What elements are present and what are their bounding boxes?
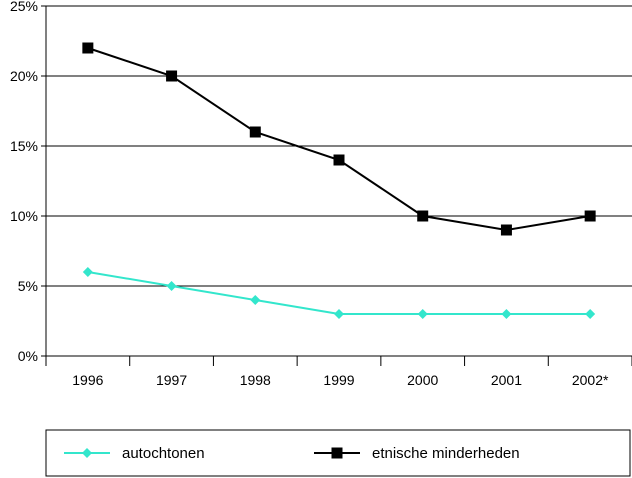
y-axis: 0% 5% 10% 15% 20% 25%	[10, 0, 47, 364]
legend-marker-etnische-minderheden	[331, 447, 343, 459]
x-tick-label-2000: 2000	[407, 372, 438, 388]
series-autochtonen	[82, 267, 596, 319]
data-point-autochtonen-1997	[166, 281, 177, 291]
data-point-etnische-minderheden-2001	[500, 224, 512, 236]
data-point-autochtonen-2000	[417, 309, 428, 319]
legend-item-autochtonen: autochtonen	[64, 445, 205, 462]
y-tick-label-5: 5%	[18, 278, 38, 294]
y-tick-label-0: 0%	[18, 348, 38, 364]
legend-marker-autochtonen	[82, 448, 92, 458]
x-tick-label-1999: 1999	[323, 372, 354, 388]
legend: autochtonen etnische minderheden	[45, 429, 631, 477]
data-point-autochtonen-1998	[250, 295, 261, 305]
x-tick-label-1998: 1998	[240, 372, 271, 388]
legend-box	[45, 429, 631, 477]
data-point-etnische-minderheden-1996	[82, 42, 94, 54]
legend-item-etnische-minderheden: etnische minderheden	[314, 445, 520, 462]
x-tick-label-1997: 1997	[156, 372, 187, 388]
data-point-autochtonen-1999	[334, 309, 344, 319]
y-tick-label-25: 25%	[10, 0, 38, 14]
legend-label-etnische-minderheden: etnische minderheden	[372, 445, 520, 462]
data-point-etnische-minderheden-1997	[166, 70, 178, 82]
x-tick-label-2002*: 2002*	[572, 372, 609, 388]
data-point-etnische-minderheden-2002*	[584, 210, 596, 222]
gridlines	[46, 5, 632, 357]
data-point-autochtonen-1996	[82, 267, 93, 277]
data-point-etnische-minderheden-2000	[417, 210, 429, 222]
series-line-etnische-minderheden	[87, 47, 591, 232]
x-tick-label-1996: 1996	[72, 372, 103, 388]
y-tick-label-15: 15%	[10, 138, 38, 154]
data-point-autochtonen-2002*	[585, 309, 596, 319]
data-point-etnische-minderheden-1999	[333, 154, 345, 166]
data-point-etnische-minderheden-1998	[249, 126, 261, 138]
x-tick-label-2001: 2001	[491, 372, 522, 388]
legend-label-autochtonen: autochtonen	[122, 445, 205, 462]
series-line-autochtonen	[87, 271, 591, 315]
series-etnische-minderheden	[82, 42, 596, 236]
data-point-autochtonen-2001	[501, 309, 512, 319]
series-layer	[82, 42, 596, 319]
y-tick-label-10: 10%	[10, 208, 38, 224]
y-tick-label-20: 20%	[10, 68, 38, 84]
x-axis: 1996 1997 1998 1999 2000 2001 2002*	[45, 355, 632, 388]
